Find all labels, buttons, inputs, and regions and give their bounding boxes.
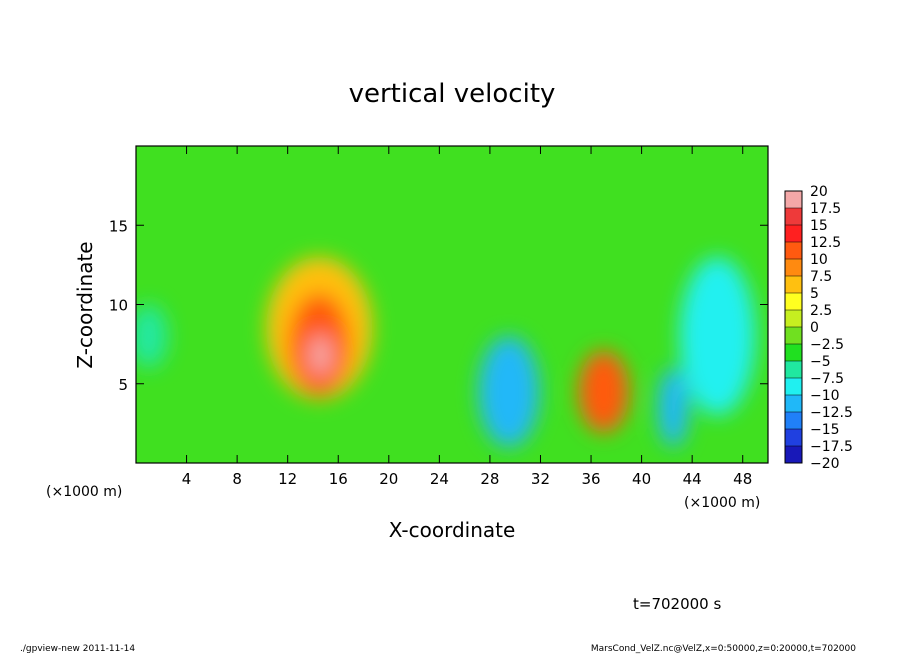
- colorbar-segment: [785, 361, 802, 379]
- colorbar-label: −12.5: [810, 405, 853, 421]
- source-annotation: MarsCond_VelZ.nc@VelZ,x=0:50000,z=0:2000…: [591, 644, 856, 654]
- x-tick-label: 4: [182, 470, 192, 488]
- colorbar-label: 10: [810, 252, 828, 268]
- heatmap-cell: [136, 304, 168, 368]
- heatmap-cell: [309, 334, 332, 376]
- colorbar-segment: [785, 446, 802, 464]
- colorbar-label: −15: [810, 422, 840, 438]
- heatmap-features: [136, 256, 756, 448]
- x-tick-label: 32: [531, 470, 550, 488]
- x-tick-label: 40: [632, 470, 651, 488]
- x-tick-label: 16: [329, 470, 348, 488]
- colorbar-segment: [785, 225, 802, 243]
- colorbar-segment: [785, 191, 802, 209]
- x-tick-label: 44: [683, 470, 702, 488]
- colorbar-label: −10: [810, 388, 840, 404]
- colorbar: 2017.51512.5107.552.50−2.5−5−7.5−10−12.5…: [784, 184, 853, 472]
- x-axis-ticks: 4 8 12 16 20 24 28 32 36 40 44 48: [182, 146, 752, 488]
- colorbar-label: 20: [810, 184, 828, 200]
- colorbar-segment: [785, 327, 802, 345]
- chart-title: vertical velocity: [349, 79, 556, 109]
- y-tick-label: 15: [109, 217, 128, 235]
- heatmap-cell: [658, 367, 689, 448]
- colorbar-segment: [785, 344, 802, 362]
- program-annotation: ./gpview-new 2011-11-14: [20, 644, 135, 654]
- y-axis-unit: (×1000 m): [46, 484, 122, 500]
- y-tick-label: 5: [118, 376, 128, 394]
- colorbar-segment: [785, 310, 802, 328]
- colorbar-label: −17.5: [810, 439, 853, 455]
- colorbar-segment: [785, 208, 802, 226]
- colorbar-label: 7.5: [810, 269, 832, 285]
- x-tick-label: 20: [379, 470, 398, 488]
- colorbar-segment: [785, 293, 802, 311]
- colorbar-segment: [785, 242, 802, 260]
- colorbar-label: 2.5: [810, 303, 832, 319]
- heatmap-cell: [679, 256, 756, 416]
- colorbar-segment: [785, 412, 802, 430]
- colorbar-label: −7.5: [810, 371, 844, 387]
- y-tick-label: 10: [109, 297, 128, 315]
- colorbar-segment: [785, 378, 802, 396]
- x-tick-label: 24: [430, 470, 449, 488]
- colorbar-label: 15: [810, 218, 828, 234]
- x-tick-label: 12: [278, 470, 297, 488]
- colorbar-segment: [785, 276, 802, 294]
- x-tick-label: 28: [480, 470, 499, 488]
- x-tick-label: 36: [581, 470, 600, 488]
- colorbar-label: −2.5: [810, 337, 844, 353]
- colorbar-label: 5: [810, 286, 819, 302]
- colorbar-label: 0: [810, 320, 819, 336]
- heatmap-cell: [578, 350, 629, 433]
- colorbar-label: 12.5: [810, 235, 841, 251]
- colorbar-segment: [785, 395, 802, 413]
- y-axis-ticks: 5 10 15: [109, 217, 768, 394]
- heatmap-cell: [478, 336, 540, 448]
- x-axis-unit: (×1000 m): [684, 495, 760, 511]
- y-axis-label: Z-coordinate: [73, 241, 97, 368]
- time-annotation: t=702000 s: [633, 595, 721, 613]
- colorbar-segment: [785, 259, 802, 277]
- x-axis-label: X-coordinate: [389, 518, 516, 542]
- colorbar-label: 17.5: [810, 201, 841, 217]
- x-tick-label: 48: [733, 470, 752, 488]
- heatmap-area: [136, 146, 768, 463]
- colorbar-label: −20: [810, 456, 840, 472]
- x-tick-label: 8: [232, 470, 242, 488]
- colorbar-segment: [785, 429, 802, 447]
- colorbar-label: −5: [810, 354, 831, 370]
